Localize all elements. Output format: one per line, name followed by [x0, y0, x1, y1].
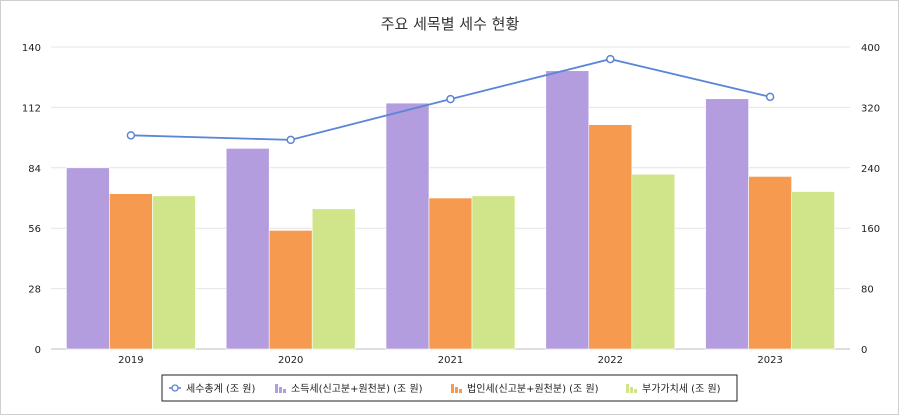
legend-bar-swatch — [634, 389, 637, 393]
y2-tick-label: 0 — [861, 345, 867, 356]
y-tick-label: 28 — [28, 285, 41, 296]
total-point — [765, 92, 775, 102]
legend-point-swatch — [171, 384, 179, 392]
legend-bar-swatch — [275, 384, 278, 393]
total-line-series — [126, 54, 775, 145]
bar — [428, 197, 473, 350]
y2-tick-label: 400 — [861, 43, 880, 54]
bar — [66, 167, 110, 350]
x-tick-label: 2022 — [598, 355, 623, 366]
x-tick-label: 2021 — [438, 355, 463, 366]
y-tick-label: 140 — [22, 43, 41, 54]
y-tick-label: 84 — [28, 164, 41, 175]
total-point — [606, 54, 615, 64]
legend-item: 부가가치세 (조 원) — [626, 383, 721, 395]
y-tick-label: 112 — [22, 103, 41, 114]
legend-bar-swatch — [279, 387, 282, 393]
bar — [109, 193, 153, 350]
total-point — [126, 131, 136, 140]
legend-label: 세수총계 (조 원) — [186, 383, 255, 395]
x-axis: 2019 2020 2021 2022 2023 — [118, 355, 783, 366]
bar — [705, 98, 749, 350]
y2-tick-label: 80 — [861, 285, 874, 296]
legend-label: 부가가치세 (조 원) — [642, 383, 721, 395]
legend: 세수총계 (조 원) 소득세(신고분+원천분) (조 원) 법인세(신고분+원천분)… — [161, 374, 738, 402]
legend-bar-swatch — [451, 384, 454, 393]
bar — [631, 173, 676, 350]
bar — [748, 176, 792, 350]
chart-title: 주요 세목별 세수 현황 — [381, 15, 520, 33]
x-tick-label: 2023 — [757, 355, 782, 366]
legend-bar-swatch — [626, 384, 629, 393]
y2-tick-label: 320 — [861, 103, 880, 114]
bar — [791, 191, 835, 350]
y-tick-label: 0 — [35, 345, 41, 356]
bar — [588, 124, 633, 350]
total-point — [446, 94, 455, 104]
legend-bar-swatch — [455, 387, 458, 393]
bar — [385, 102, 430, 350]
legend-item: 세수총계 (조 원) — [169, 383, 255, 395]
legend-bar-swatch — [283, 389, 286, 393]
left-axis: 0 28 56 84 112 140 — [22, 43, 41, 356]
bar — [545, 70, 590, 350]
x-tick-label: 2020 — [278, 355, 303, 366]
legend-item: 법인세(신고분+원천분) (조 원) — [451, 383, 599, 395]
bars — [66, 70, 835, 350]
bar — [225, 148, 270, 350]
right-axis: 0 80 160 240 320 400 — [861, 43, 880, 356]
bar — [152, 195, 196, 350]
bar — [471, 195, 516, 350]
total-point — [286, 135, 295, 145]
legend-box — [161, 374, 738, 402]
legend-bar-swatch — [459, 389, 462, 393]
y2-tick-label: 240 — [861, 164, 880, 175]
bar — [268, 230, 313, 350]
y2-tick-label: 160 — [861, 224, 880, 235]
bar — [311, 208, 356, 350]
legend-label: 소득세(신고분+원천분) (조 원) — [291, 383, 423, 395]
legend-bar-swatch — [630, 387, 633, 393]
legend-label: 법인세(신고분+원천분) (조 원) — [467, 383, 599, 395]
legend-item: 소득세(신고분+원천분) (조 원) — [275, 383, 423, 395]
y-tick-label: 56 — [28, 224, 41, 235]
x-tick-label: 2019 — [118, 355, 143, 366]
